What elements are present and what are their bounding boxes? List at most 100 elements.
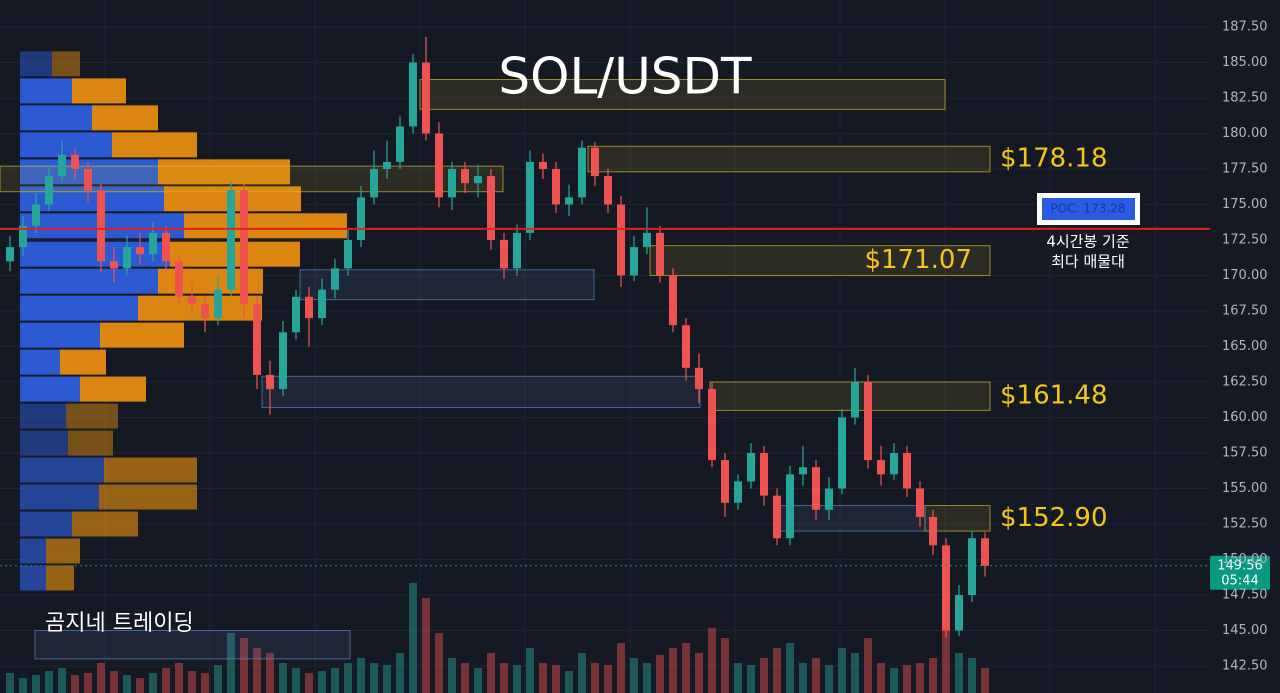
chart-title: SOL/USDT xyxy=(498,48,752,106)
volume-bar xyxy=(71,675,79,693)
candle-body xyxy=(526,161,534,233)
volume-bar xyxy=(591,663,599,693)
candle-body xyxy=(708,389,716,461)
volume-bar xyxy=(812,658,820,693)
volume-bar xyxy=(279,663,287,693)
volume-bar xyxy=(734,663,742,693)
profile-buy xyxy=(20,538,46,564)
candle-body xyxy=(136,247,144,255)
profile-buy xyxy=(20,403,66,429)
profile-sell xyxy=(68,430,113,456)
profile-sell xyxy=(66,403,118,429)
y-tick-label: 185.00 xyxy=(1222,55,1268,70)
candle-body xyxy=(370,168,378,198)
candle-body xyxy=(760,453,768,496)
candle-body xyxy=(344,239,352,269)
overlay: $178.18 $171.07 $161.48 $152.90 POC: 173.28 4… xyxy=(0,144,1270,590)
current-price: 149.56 xyxy=(1217,558,1263,573)
volume-bar xyxy=(526,648,534,693)
candle-body xyxy=(903,453,911,489)
candle-body xyxy=(864,382,872,461)
profile-buy xyxy=(20,511,72,537)
candle-body xyxy=(890,453,898,475)
volume-bar xyxy=(838,648,846,693)
volume-bar xyxy=(552,665,560,693)
volume-bar xyxy=(227,633,235,693)
candle-body xyxy=(734,481,742,503)
volume-bar xyxy=(123,675,131,693)
zone-label: $161.48 xyxy=(1000,381,1108,411)
candle-body xyxy=(97,190,105,262)
candle-body xyxy=(19,225,27,248)
candle-body xyxy=(32,204,40,226)
profile-buy xyxy=(20,376,80,402)
volume-bar xyxy=(201,673,209,693)
volume-bar xyxy=(916,663,924,693)
candle-body xyxy=(266,374,274,390)
candle-body xyxy=(58,154,66,177)
candle-body xyxy=(149,232,157,255)
volume-bar xyxy=(955,653,963,693)
profile-sell xyxy=(60,349,106,375)
volume-bar xyxy=(370,663,378,693)
volume-bar xyxy=(864,638,872,693)
countdown: 05:44 xyxy=(1221,573,1258,588)
candle-body xyxy=(253,303,261,375)
volume-bar xyxy=(773,648,781,693)
zone xyxy=(709,381,991,411)
profile-sell xyxy=(72,78,126,104)
volume-bar xyxy=(669,648,677,693)
volume-bar xyxy=(45,671,53,693)
candle-body xyxy=(591,147,599,177)
candle-body xyxy=(656,232,664,276)
candle-body xyxy=(604,176,612,205)
candle-body xyxy=(838,417,846,489)
y-tick-label: 145.00 xyxy=(1222,623,1268,638)
volume-bar xyxy=(214,665,222,693)
zone xyxy=(587,145,991,173)
volume-bar xyxy=(175,663,183,693)
volume-bar xyxy=(825,665,833,693)
volume-bar xyxy=(786,643,794,693)
candle-body xyxy=(799,467,807,475)
candle-body xyxy=(539,161,547,169)
candle-body xyxy=(279,332,287,390)
profile-buy xyxy=(20,105,92,131)
candle-body xyxy=(240,190,248,304)
candle-body xyxy=(292,296,300,333)
candle-body xyxy=(84,168,92,191)
volume-bar xyxy=(266,653,274,693)
profile-buy xyxy=(20,484,99,510)
candle-body xyxy=(227,190,235,290)
y-tick-label: 157.50 xyxy=(1222,446,1268,461)
volume-bar xyxy=(968,658,976,693)
candle-body xyxy=(214,289,222,319)
volume-bar xyxy=(500,663,508,693)
candle-body xyxy=(786,474,794,539)
profile-sell xyxy=(158,159,290,185)
volume-bar xyxy=(747,665,755,693)
watermark: 곰지네 트레이딩 xyxy=(45,611,194,636)
profile-buy xyxy=(20,186,164,212)
zone-label: $152.90 xyxy=(1000,503,1108,533)
candle-body xyxy=(383,161,391,169)
volume-bar xyxy=(110,671,118,693)
volume-bar xyxy=(578,653,586,693)
poc-box xyxy=(1042,198,1135,220)
volume-bar xyxy=(188,671,196,693)
volume-bar xyxy=(422,598,430,693)
volume-bar xyxy=(292,668,300,693)
volume-bar xyxy=(487,653,495,693)
profile-buy xyxy=(20,565,46,591)
candle-body xyxy=(448,168,456,198)
volume-bar xyxy=(851,653,859,693)
volume-bar xyxy=(643,663,651,693)
candle-body xyxy=(552,168,560,205)
zone xyxy=(419,79,946,110)
candle-body xyxy=(461,168,469,184)
volume-bar xyxy=(565,671,573,693)
volume-bar xyxy=(357,658,365,693)
profile-sell xyxy=(80,376,146,402)
candle-body xyxy=(630,247,638,276)
